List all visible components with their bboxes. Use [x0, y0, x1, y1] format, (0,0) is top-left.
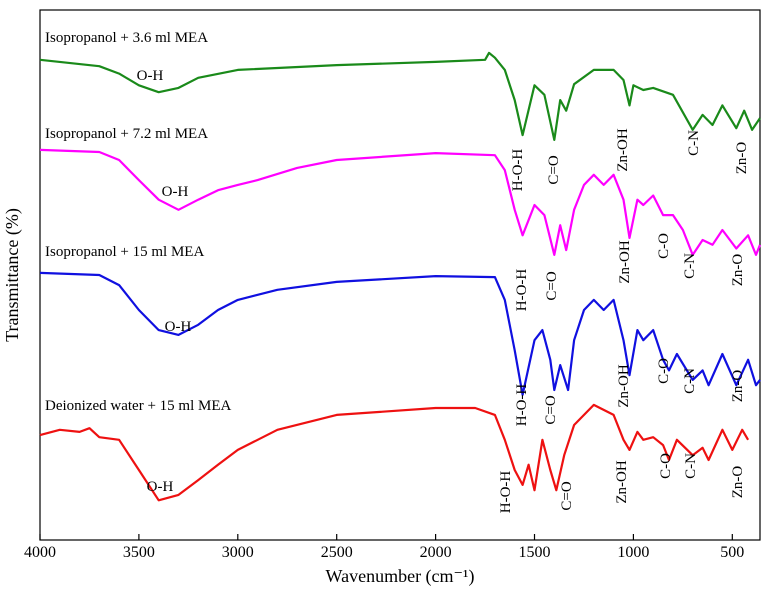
- peak-annotation: Zn-O: [730, 254, 746, 287]
- peak-annotation: O-H: [162, 184, 189, 200]
- peak-annotation: O-H: [147, 479, 174, 495]
- series-line: [39, 271, 761, 396]
- peak-annotation: Zn-OH: [614, 460, 630, 503]
- peak-annotation: C-N: [683, 453, 699, 479]
- series-label: Isopropanol + 7.2 ml MEA: [45, 126, 208, 142]
- x-tick-label: 1500: [519, 544, 551, 561]
- peak-annotation: Zn-O: [730, 370, 746, 403]
- y-axis-label: Transmittance (%): [2, 208, 23, 342]
- peak-annotation: C-O: [656, 233, 672, 259]
- series-line: [39, 51, 761, 141]
- peak-annotation: C=O: [559, 481, 575, 510]
- peak-annotation: H-O-H: [498, 471, 514, 514]
- x-tick-label: 4000: [24, 544, 56, 561]
- series-label: Isopropanol + 15 ml MEA: [45, 244, 204, 260]
- peak-annotation: O-H: [165, 319, 192, 335]
- series-label: Deionized water + 15 ml MEA: [45, 398, 231, 414]
- peak-annotation: C-O: [656, 358, 672, 384]
- x-tick-label: 2000: [420, 544, 452, 561]
- peak-annotation: C=O: [546, 155, 562, 184]
- x-tick-label: 3000: [222, 544, 254, 561]
- x-tick-label: 1000: [617, 544, 649, 561]
- peak-annotation: Zn-O: [730, 466, 746, 499]
- peak-annotation: C=O: [543, 395, 559, 424]
- peak-annotation: H-O-H: [510, 149, 526, 192]
- peak-annotation: Zn-O: [734, 142, 750, 175]
- peak-annotation: C-N: [686, 130, 702, 156]
- x-axis-label: Wavenumber (cm⁻¹): [326, 566, 475, 587]
- peak-annotation: C-N: [682, 368, 698, 394]
- peak-annotation: H-O-H: [514, 269, 530, 312]
- x-tick-label: 2500: [321, 544, 353, 561]
- series-label: Isopropanol + 3.6 ml MEA: [45, 30, 208, 46]
- peak-annotation: C-N: [682, 253, 698, 279]
- peak-annotation: Zn-OH: [616, 364, 632, 407]
- x-tick-label: 500: [720, 544, 744, 561]
- plot-frame: [39, 9, 761, 541]
- series-line: [39, 403, 750, 502]
- x-tick-label: 3500: [123, 544, 155, 561]
- peak-annotation: Zn-OH: [617, 240, 633, 283]
- peak-annotation: O-H: [137, 68, 164, 84]
- series-line: [39, 148, 762, 256]
- peak-annotation: H-O-H: [514, 384, 530, 427]
- peak-annotation: Zn-OH: [615, 128, 631, 171]
- peak-annotation: C=O: [544, 271, 560, 300]
- peak-annotation: C-O: [658, 453, 674, 479]
